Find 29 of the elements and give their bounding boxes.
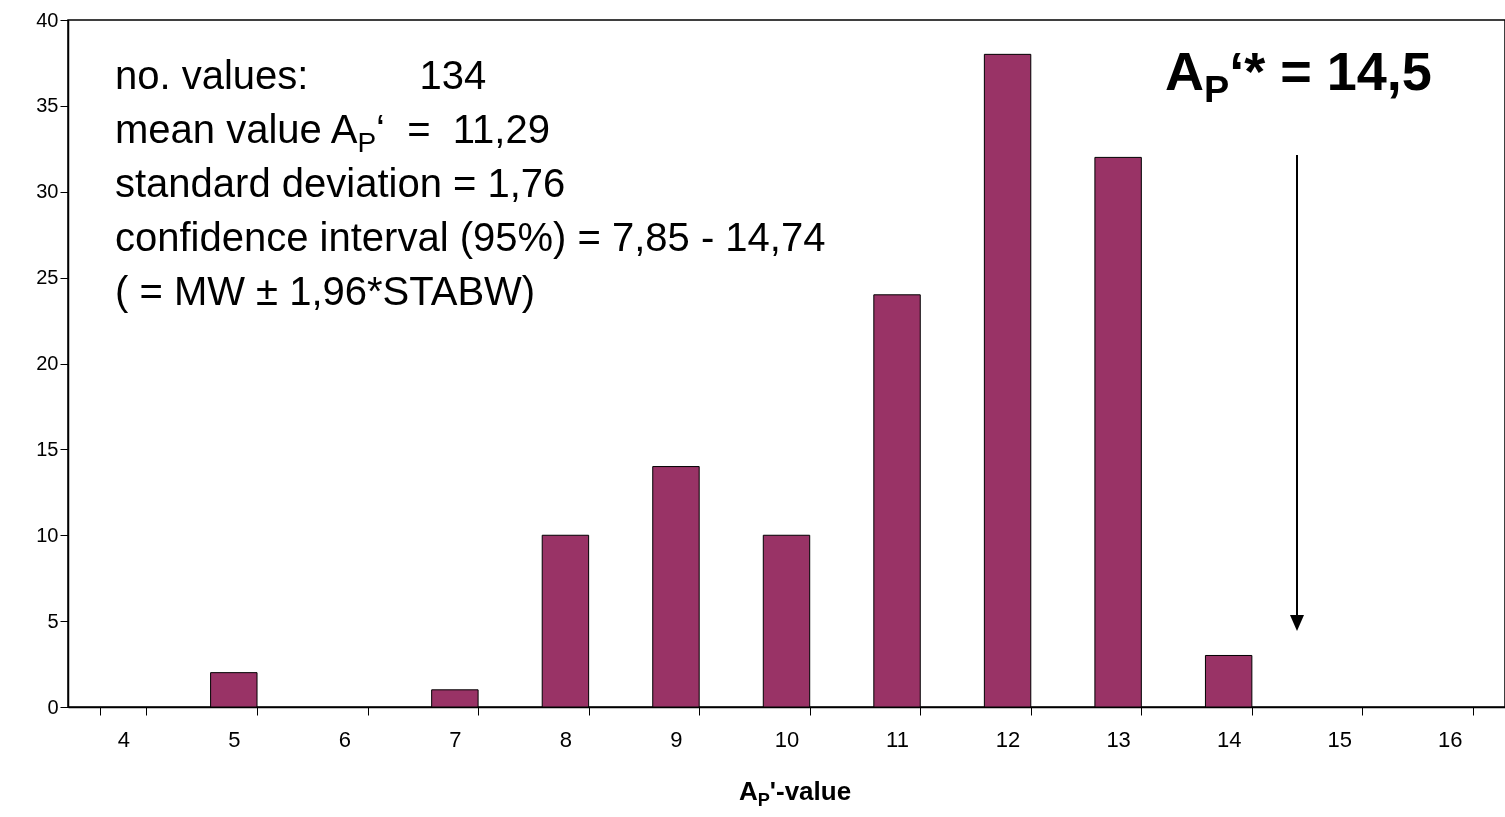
annotation: no. values: 134 (115, 53, 487, 97)
y-tick-label: 20 (36, 352, 59, 374)
x-tick-label: 6 (338, 726, 351, 752)
x-tick-label: 15 (1327, 726, 1352, 752)
x-tick-label: 13 (1106, 726, 1131, 752)
x-tick-label: 9 (670, 726, 683, 752)
x-tick-label: 11 (886, 726, 909, 752)
annotation: standard deviation = 1,76 (115, 161, 566, 205)
y-tick-label: 40 (36, 8, 59, 31)
x-tick-label: 12 (995, 726, 1021, 752)
y-tick-label: 10 (36, 523, 59, 546)
y-tick-label: 25 (36, 266, 59, 289)
x-tick-label: 4 (117, 726, 130, 752)
y-tick-label: 30 (36, 180, 59, 203)
y-tick-label: 5 (47, 609, 59, 632)
x-tick-label: 5 (228, 726, 241, 752)
x-tick-label: 8 (559, 726, 573, 752)
annotation: A$_{P}$‘* = 14,5 (1165, 40, 1432, 110)
y-tick-label: 35 (36, 94, 59, 117)
x-tick-label: 7 (449, 726, 462, 752)
x-tick-label: 10 (774, 726, 800, 752)
y-tick-label: 0 (47, 695, 59, 718)
y-tick-label: 15 (36, 437, 59, 460)
x-tick-label: 16 (1437, 726, 1463, 752)
x-tick-label: 14 (1216, 726, 1242, 752)
annotation: ( = MW ± 1,96*STABW) (115, 269, 536, 313)
annotation: confidence interval (95%) = 7,85 - 14,74 (115, 215, 826, 259)
annotation: mean value A$_{P}$‘ = 11,29 (115, 107, 550, 158)
x-axis-title: A$_{P}$'-value (737, 776, 853, 811)
